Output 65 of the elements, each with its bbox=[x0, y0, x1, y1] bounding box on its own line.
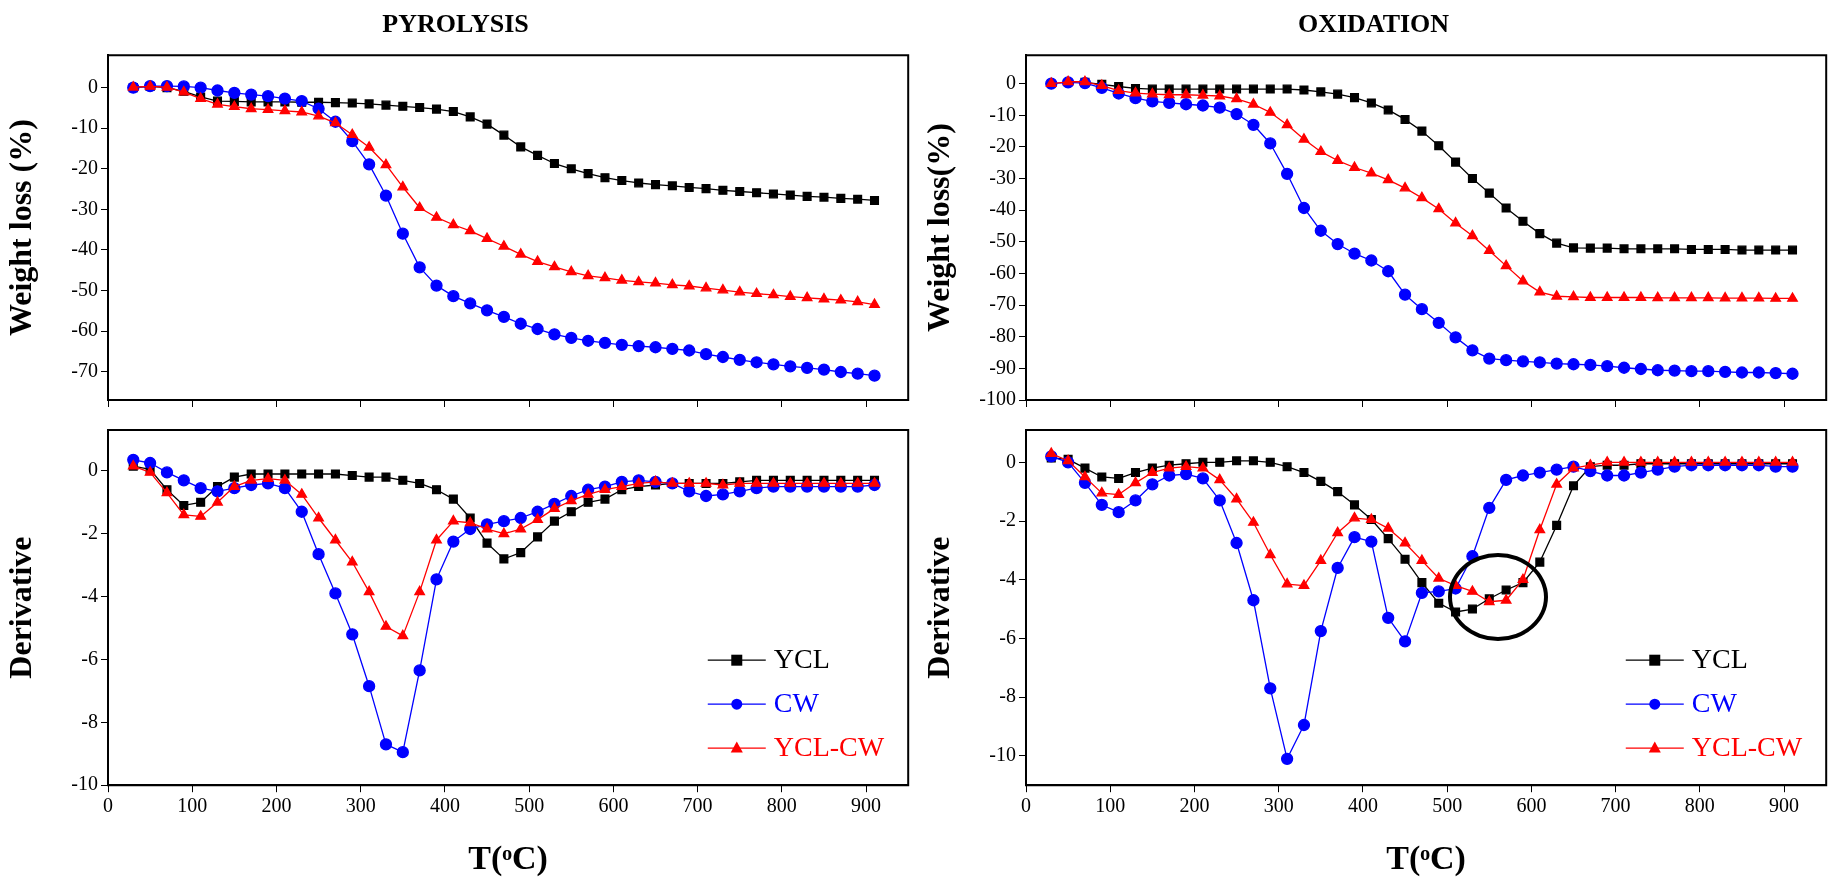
x-tick-label: 400 bbox=[429, 794, 460, 817]
y-axis-title: Weight loss (%) bbox=[2, 119, 39, 337]
y-tick-label: -8 bbox=[999, 684, 1016, 707]
y-tick-label: -50 bbox=[71, 277, 98, 300]
y-tick-label: -2 bbox=[999, 508, 1016, 531]
y-axis-title: Derivative bbox=[920, 536, 957, 679]
y-tick-label: -8 bbox=[81, 709, 98, 732]
x-tick-label: 700 bbox=[682, 794, 713, 817]
y-axis-title: Derivative bbox=[2, 536, 39, 679]
y-tick-label: -80 bbox=[989, 323, 1016, 346]
y-tick-label: -100 bbox=[979, 387, 1016, 410]
x-tick-label: 100 bbox=[177, 794, 208, 817]
x-tick-label: 100 bbox=[1095, 794, 1126, 817]
y-tick-label: 0 bbox=[88, 74, 98, 97]
x-tick-label: 300 bbox=[1263, 794, 1294, 817]
x-tick-label: 900 bbox=[1769, 794, 1800, 817]
y-tick-label: -40 bbox=[71, 237, 98, 260]
y-tick-label: -30 bbox=[989, 165, 1016, 188]
y-tick-label: -20 bbox=[71, 156, 98, 179]
legend-label: CW bbox=[773, 686, 820, 718]
y-tick-label: -10 bbox=[989, 102, 1016, 125]
y-tick-label: -20 bbox=[989, 134, 1016, 157]
x-tick-label: 300 bbox=[345, 794, 376, 817]
x-tick-label: 700 bbox=[1600, 794, 1631, 817]
legend-label: YCL-CW bbox=[773, 730, 885, 762]
y-tick-label: -6 bbox=[999, 625, 1016, 648]
x-tick-label: 800 bbox=[1684, 794, 1715, 817]
y-tick-label: -40 bbox=[989, 197, 1016, 220]
x-axis-title: T(ᵒC) bbox=[1386, 839, 1466, 878]
x-tick-label: 800 bbox=[766, 794, 797, 817]
x-tick-label: 500 bbox=[514, 794, 545, 817]
x-tick-label: 0 bbox=[1021, 794, 1031, 817]
y-tick-label: 0 bbox=[88, 458, 98, 481]
y-tick-label: -6 bbox=[81, 646, 98, 669]
y-tick-label: -70 bbox=[71, 358, 98, 381]
y-tick-label: 0 bbox=[1006, 70, 1016, 93]
x-axis-title: T(ᵒC) bbox=[468, 839, 548, 878]
legend-label: CW bbox=[1691, 686, 1738, 718]
y-tick-label: -70 bbox=[989, 292, 1016, 315]
y-tick-label: -10 bbox=[989, 743, 1016, 766]
y-tick-label: -30 bbox=[71, 196, 98, 219]
y-tick-label: -60 bbox=[989, 260, 1016, 283]
x-tick-label: 600 bbox=[598, 794, 629, 817]
y-tick-label: -2 bbox=[81, 520, 98, 543]
legend-label: YCL bbox=[773, 642, 830, 674]
y-tick-label: 0 bbox=[1006, 449, 1016, 472]
y-axis-title: Weight loss(%) bbox=[920, 123, 957, 333]
x-tick-label: 0 bbox=[103, 794, 113, 817]
y-tick-label: -10 bbox=[71, 772, 98, 795]
legend-label: YCL-CW bbox=[1691, 730, 1803, 762]
chart-title: OXIDATION bbox=[1297, 9, 1450, 39]
x-tick-label: 500 bbox=[1432, 794, 1463, 817]
x-tick-label: 900 bbox=[851, 794, 882, 817]
legend-label: YCL bbox=[1691, 642, 1748, 674]
chart-title: PYROLYSIS bbox=[382, 9, 529, 39]
y-tick-label: -4 bbox=[81, 583, 98, 606]
y-tick-label: -90 bbox=[989, 355, 1016, 378]
y-tick-label: -60 bbox=[71, 318, 98, 341]
y-tick-label: -10 bbox=[71, 115, 98, 138]
x-tick-label: 200 bbox=[1179, 794, 1210, 817]
x-tick-label: 600 bbox=[1516, 794, 1547, 817]
x-tick-label: 400 bbox=[1347, 794, 1378, 817]
y-tick-label: -4 bbox=[999, 566, 1016, 589]
y-tick-label: -50 bbox=[989, 229, 1016, 252]
x-tick-label: 200 bbox=[261, 794, 292, 817]
